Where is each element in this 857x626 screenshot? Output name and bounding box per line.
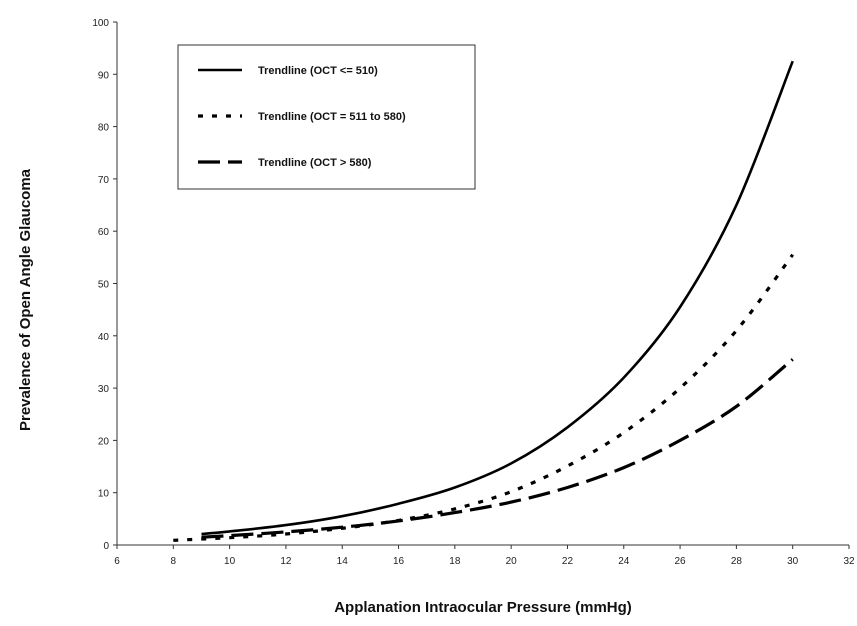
x-tick-label: 14 bbox=[337, 556, 349, 567]
legend: Trendline (OCT <= 510) Trendline (OCT = 5… bbox=[177, 44, 476, 190]
y-tick-label: 60 bbox=[98, 227, 110, 238]
y-axis-ticks: 0 10 20 30 40 50 60 70 80 90 100 bbox=[92, 18, 117, 552]
x-tick-label: 8 bbox=[171, 556, 177, 567]
y-tick-label: 80 bbox=[98, 123, 110, 134]
x-tick-label: 18 bbox=[449, 556, 461, 567]
x-tick-label: 12 bbox=[280, 556, 292, 567]
x-tick-label: 20 bbox=[506, 556, 518, 567]
y-tick-label: 20 bbox=[98, 436, 110, 447]
legend-label: Trendline (OCT > 580) bbox=[258, 157, 372, 169]
x-axis-ticks: 6 8 10 12 14 16 18 20 22 24 26 28 30 32 bbox=[114, 545, 855, 567]
x-tick-label: 30 bbox=[787, 556, 799, 567]
x-tick-label: 16 bbox=[393, 556, 405, 567]
y-tick-label: 30 bbox=[98, 384, 110, 395]
x-tick-label: 6 bbox=[114, 556, 120, 567]
legend-label: Trendline (OCT = 511 to 580) bbox=[258, 111, 406, 123]
x-tick-label: 10 bbox=[224, 556, 236, 567]
y-tick-label: 90 bbox=[98, 70, 110, 81]
x-tick-label: 32 bbox=[843, 556, 855, 567]
y-tick-label: 10 bbox=[98, 489, 110, 500]
x-tick-label: 24 bbox=[618, 556, 630, 567]
x-tick-label: 22 bbox=[562, 556, 574, 567]
x-axis-title: Applanation Intraocular Pressure (mmHg) bbox=[334, 599, 632, 616]
series-group bbox=[173, 60, 794, 542]
x-tick-label: 26 bbox=[675, 556, 687, 567]
legend-label: Trendline (OCT <= 510) bbox=[258, 65, 378, 77]
series-line-3 bbox=[201, 358, 794, 539]
x-tick-label: 28 bbox=[731, 556, 743, 567]
series-line-1 bbox=[201, 60, 794, 536]
y-tick-label: 0 bbox=[103, 541, 109, 552]
y-tick-label: 100 bbox=[92, 18, 109, 29]
y-tick-label: 50 bbox=[98, 280, 110, 291]
y-tick-label: 40 bbox=[98, 332, 110, 343]
series-line-2 bbox=[173, 253, 794, 542]
y-tick-label: 70 bbox=[98, 175, 110, 186]
y-axis-title: Prevalence of Open Angle Glaucoma bbox=[17, 168, 34, 431]
